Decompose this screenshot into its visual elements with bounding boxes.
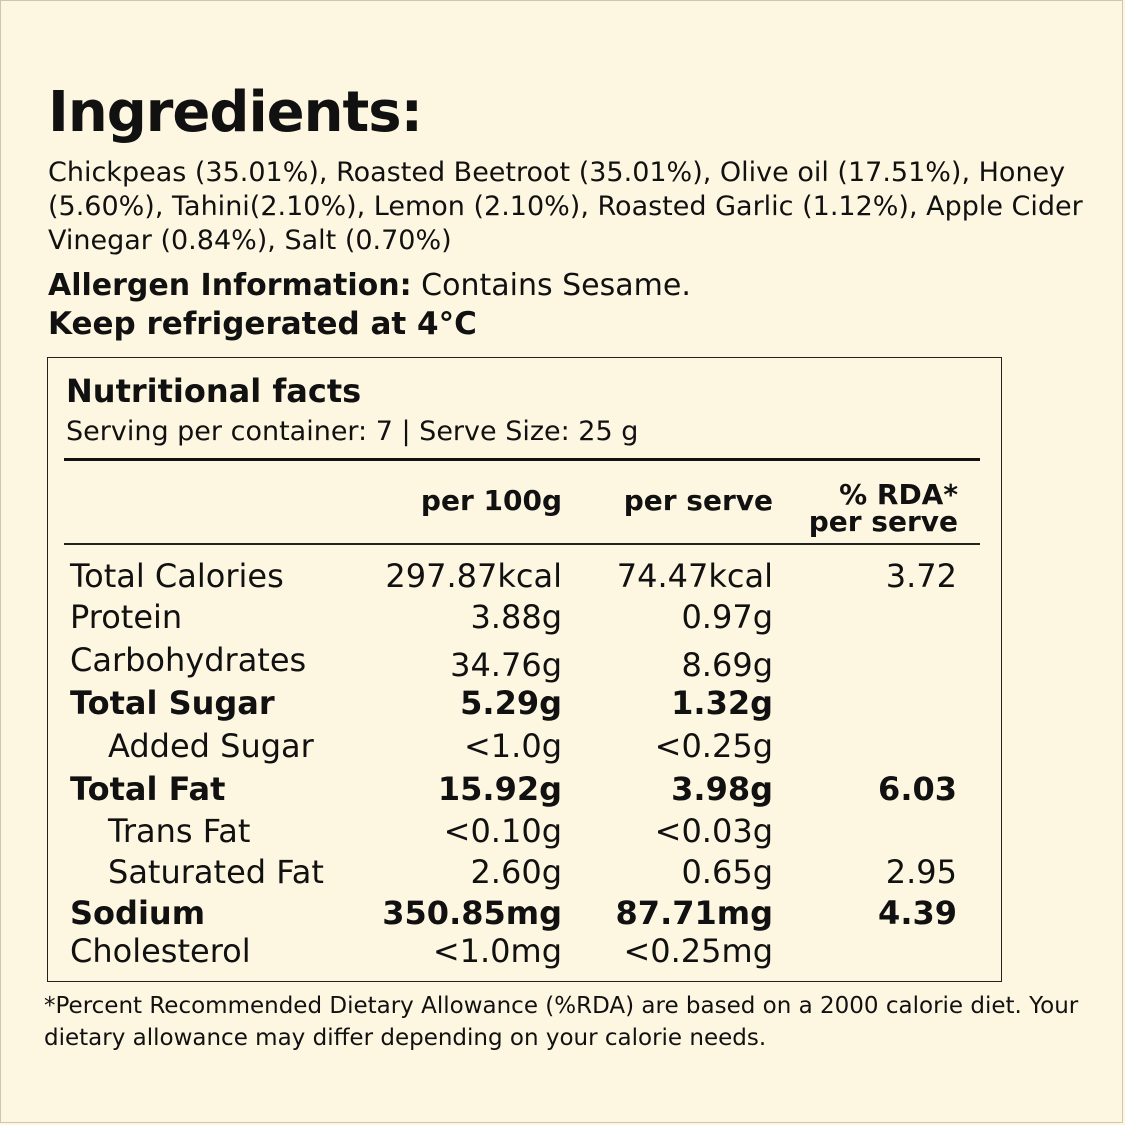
nutrient-name: Total Fat — [70, 770, 226, 808]
value-per-100g: 297.87kcal — [385, 557, 562, 595]
rda-footnote: *Percent Recommended Dietary Allowance (… — [44, 993, 1079, 1051]
serving-info: Serving per container: 7 | Serve Size: 2… — [66, 416, 639, 447]
value-rda: 2.95 — [885, 853, 957, 891]
value-per-serve: <0.25g — [654, 727, 773, 765]
value-per-100g: 2.60g — [470, 853, 562, 891]
allergen-info: Allergen Information: Contains Sesame. — [48, 268, 691, 303]
value-per-serve: 74.47kcal — [616, 557, 773, 595]
table-row: Saturated Fat 2.60g 0.65g 2.95 — [0, 853, 1125, 895]
value-per-100g: 350.85mg — [382, 894, 562, 932]
allergen-label: Allergen Information: — [48, 268, 412, 303]
nutrient-name: Saturated Fat — [108, 853, 324, 891]
value-per-serve: <0.25mg — [623, 932, 773, 970]
header-rda-line1: % RDA* — [839, 478, 958, 511]
allergen-value: Contains Sesame. — [411, 268, 691, 303]
value-per-serve: 3.98g — [671, 770, 773, 808]
value-per-100g: 5.29g — [460, 684, 562, 722]
divider-thick — [64, 458, 980, 461]
value-per-serve: 0.97g — [681, 598, 773, 636]
table-row: Added Sugar <1.0g <0.25g — [0, 727, 1125, 769]
table-row: Total Calories 297.87kcal 74.47kcal 3.72 — [0, 557, 1125, 599]
value-per-serve: 8.69g — [681, 646, 773, 684]
value-per-100g: 3.88g — [470, 598, 562, 636]
table-row: Sodium 350.85mg 87.71mg 4.39 — [0, 894, 1125, 936]
nutrient-name: Total Sugar — [70, 684, 275, 722]
ingredients-list: Chickpeas (35.01%), Roasted Beetroot (35… — [48, 157, 1083, 256]
table-row: Carbohydrates 34.76g 8.69g — [0, 641, 1125, 684]
value-per-serve: 1.32g — [671, 684, 773, 722]
value-rda: 6.03 — [878, 770, 957, 808]
nutrient-name: Trans Fat — [108, 812, 251, 850]
nutrient-name: Total Calories — [70, 557, 284, 595]
value-per-serve: 87.71mg — [615, 894, 773, 932]
value-rda: 3.72 — [885, 557, 957, 595]
value-per-100g: <0.10g — [443, 812, 562, 850]
value-per-100g: 34.76g — [450, 646, 562, 684]
nutrition-facts-panel — [47, 357, 1002, 982]
header-rda: % RDA* per serve — [808, 478, 958, 538]
table-row: Protein 3.88g 0.97g — [0, 598, 1125, 640]
nutrient-name: Added Sugar — [108, 727, 314, 765]
divider-thin — [64, 543, 980, 545]
table-row: Total Sugar 5.29g 1.32g — [0, 684, 1125, 726]
value-per-serve: 0.65g — [681, 853, 773, 891]
header-per-100g: per 100g — [420, 484, 562, 517]
table-row: Trans Fat <0.10g <0.03g — [0, 812, 1125, 854]
header-per-serve: per serve — [623, 484, 773, 517]
storage-instruction: Keep refrigerated at 4°C — [48, 306, 477, 342]
value-rda: 4.39 — [878, 894, 957, 932]
nutrient-name: Sodium — [70, 894, 206, 932]
table-row: Total Fat 15.92g 3.98g 6.03 — [0, 770, 1125, 812]
nutrient-name: Protein — [70, 598, 183, 636]
table-row: Cholesterol <1.0mg <0.25mg — [0, 932, 1125, 974]
ingredients-heading: Ingredients: — [48, 80, 423, 145]
value-per-100g: <1.0mg — [432, 932, 562, 970]
header-rda-line2: per serve — [808, 505, 958, 538]
nutrition-title: Nutritional facts — [66, 372, 362, 410]
nutrient-name: Cholesterol — [70, 932, 251, 970]
value-per-100g: 15.92g — [437, 770, 562, 808]
value-per-serve: <0.03g — [654, 812, 773, 850]
value-per-100g: <1.0g — [463, 727, 562, 765]
nutrient-name: Carbohydrates — [70, 641, 307, 679]
